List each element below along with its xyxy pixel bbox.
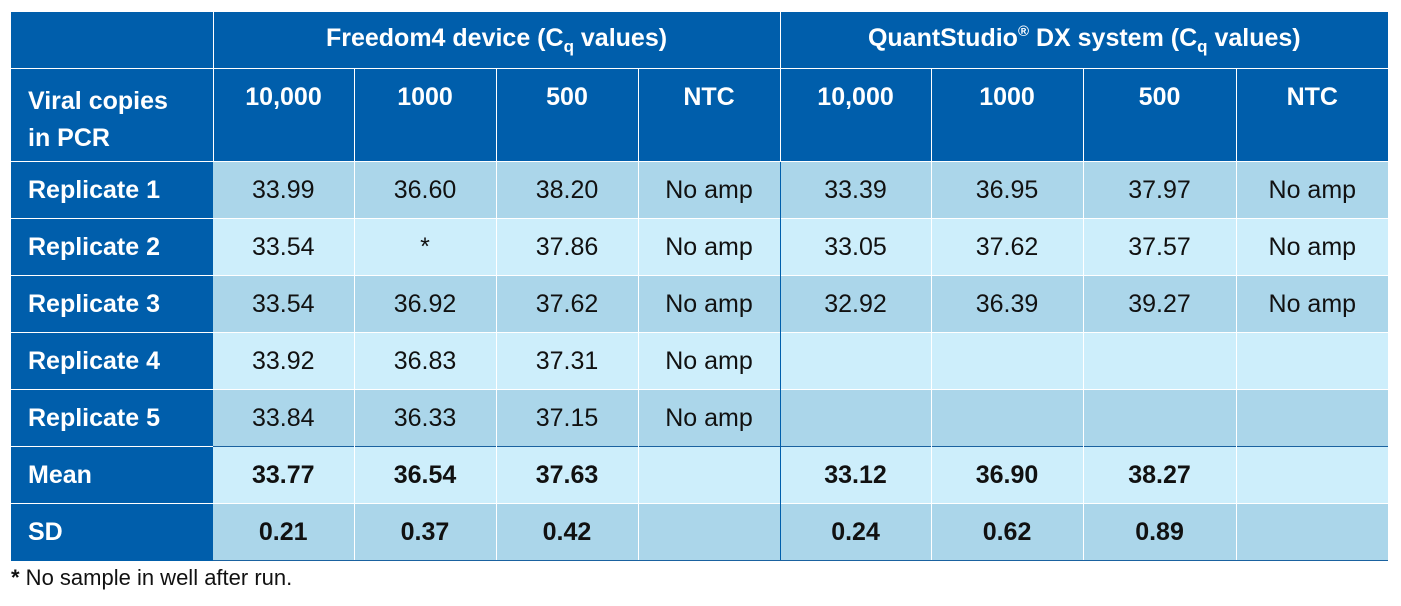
cq-values-table: Freedom4 device (Cq values) QuantStudio®… [11, 12, 1389, 561]
table-cell: 33.12 [779, 446, 932, 504]
table-row: Replicate 2 33.54 * 37.86 No amp 33.05 3… [11, 218, 1389, 276]
table-cell: 37.62 [495, 275, 638, 333]
table-row-mean: Mean 33.77 36.54 37.63 33.12 36.90 38.27 [11, 446, 1389, 504]
column-header: 1000 [353, 68, 496, 162]
table-cell: * [353, 218, 496, 276]
table-cell: 36.60 [353, 161, 496, 219]
row-label: Replicate 1 [11, 161, 213, 219]
column-header: NTC [1235, 68, 1389, 162]
table-cell [930, 389, 1084, 447]
table-cell: 37.97 [1082, 161, 1237, 219]
table-cell: 36.92 [353, 275, 496, 333]
table-cell [930, 332, 1084, 390]
table-cell: 0.89 [1082, 503, 1237, 561]
row-label: Mean [11, 446, 213, 504]
table-cell: No amp [1235, 161, 1389, 219]
table-cell: 33.84 [213, 389, 354, 447]
row-label: Replicate 2 [11, 218, 213, 276]
row-label: Replicate 3 [11, 275, 213, 333]
table-cell: 36.54 [353, 446, 496, 504]
table-row: Replicate 3 33.54 36.92 37.62 No amp 32.… [11, 275, 1389, 333]
table-cell: No amp [637, 218, 781, 276]
freedom4-group-header: Freedom4 device (Cq values) [212, 12, 781, 69]
table-cell [637, 503, 781, 561]
table-cell: 36.33 [353, 389, 496, 447]
table-cell [779, 389, 932, 447]
table-cell: 0.21 [213, 503, 354, 561]
column-header: NTC [637, 68, 781, 162]
table-cell: 0.42 [495, 503, 638, 561]
viral-copies-header: Viral copies in PCR [11, 68, 213, 162]
table-cell: No amp [637, 275, 781, 333]
table-cell: 36.95 [930, 161, 1084, 219]
table-cell: 0.37 [353, 503, 496, 561]
table-row: Replicate 4 33.92 36.83 37.31 No amp [11, 332, 1389, 390]
table-cell [779, 332, 932, 390]
table-cell: 37.62 [930, 218, 1084, 276]
table-cell: No amp [637, 161, 781, 219]
footnote: * No sample in well after run. [11, 565, 292, 591]
table-cell: 32.92 [779, 275, 932, 333]
table-row: Replicate 5 33.84 36.33 37.15 No amp [11, 389, 1389, 447]
column-header: 10,000 [212, 68, 354, 162]
footnote-text: No sample in well after run. [19, 565, 293, 590]
table-cell [1235, 332, 1389, 390]
table-cell: 38.20 [495, 161, 638, 219]
table-cell: 33.92 [213, 332, 354, 390]
table-cell: 33.05 [779, 218, 932, 276]
row-label: SD [11, 503, 213, 561]
table-cell: 38.27 [1082, 446, 1237, 504]
row-label: Replicate 5 [11, 389, 213, 447]
table-cell: No amp [637, 389, 781, 447]
table-row-sd: SD 0.21 0.37 0.42 0.24 0.62 0.89 [11, 503, 1389, 561]
quantstudio-group-header: QuantStudio® DX system (Cq values) [779, 12, 1389, 69]
table-cell: No amp [1235, 275, 1389, 333]
table-cell: 39.27 [1082, 275, 1237, 333]
table-cell: 36.83 [353, 332, 496, 390]
row-label: Replicate 4 [11, 332, 213, 390]
table-cell: 36.90 [930, 446, 1084, 504]
table-cell: 33.39 [779, 161, 932, 219]
column-header: 500 [495, 68, 638, 162]
table-cell [637, 446, 781, 504]
table-cell: 37.15 [495, 389, 638, 447]
table-cell: 37.63 [495, 446, 638, 504]
table-cell: No amp [1235, 218, 1389, 276]
table-cell: 33.54 [213, 218, 354, 276]
column-header: 1000 [930, 68, 1084, 162]
footnote-mark: * [11, 565, 20, 590]
table-cell: 0.24 [779, 503, 932, 561]
column-header: 10,000 [779, 68, 932, 162]
table-cell [1235, 446, 1389, 504]
table-cell [1082, 389, 1237, 447]
table-cell [1082, 332, 1237, 390]
table-cell: 33.77 [213, 446, 354, 504]
table-cell: 33.54 [213, 275, 354, 333]
table-cell: No amp [637, 332, 781, 390]
table-cell: 0.62 [930, 503, 1084, 561]
table-cell: 37.86 [495, 218, 638, 276]
corner-cell [11, 12, 213, 69]
column-header: 500 [1082, 68, 1237, 162]
table-cell: 36.39 [930, 275, 1084, 333]
table-cell [1235, 503, 1389, 561]
table-cell: 37.57 [1082, 218, 1237, 276]
table-cell [1235, 389, 1389, 447]
table-row: Replicate 1 33.99 36.60 38.20 No amp 33.… [11, 161, 1389, 219]
table-cell: 37.31 [495, 332, 638, 390]
table-cell: 33.99 [213, 161, 354, 219]
